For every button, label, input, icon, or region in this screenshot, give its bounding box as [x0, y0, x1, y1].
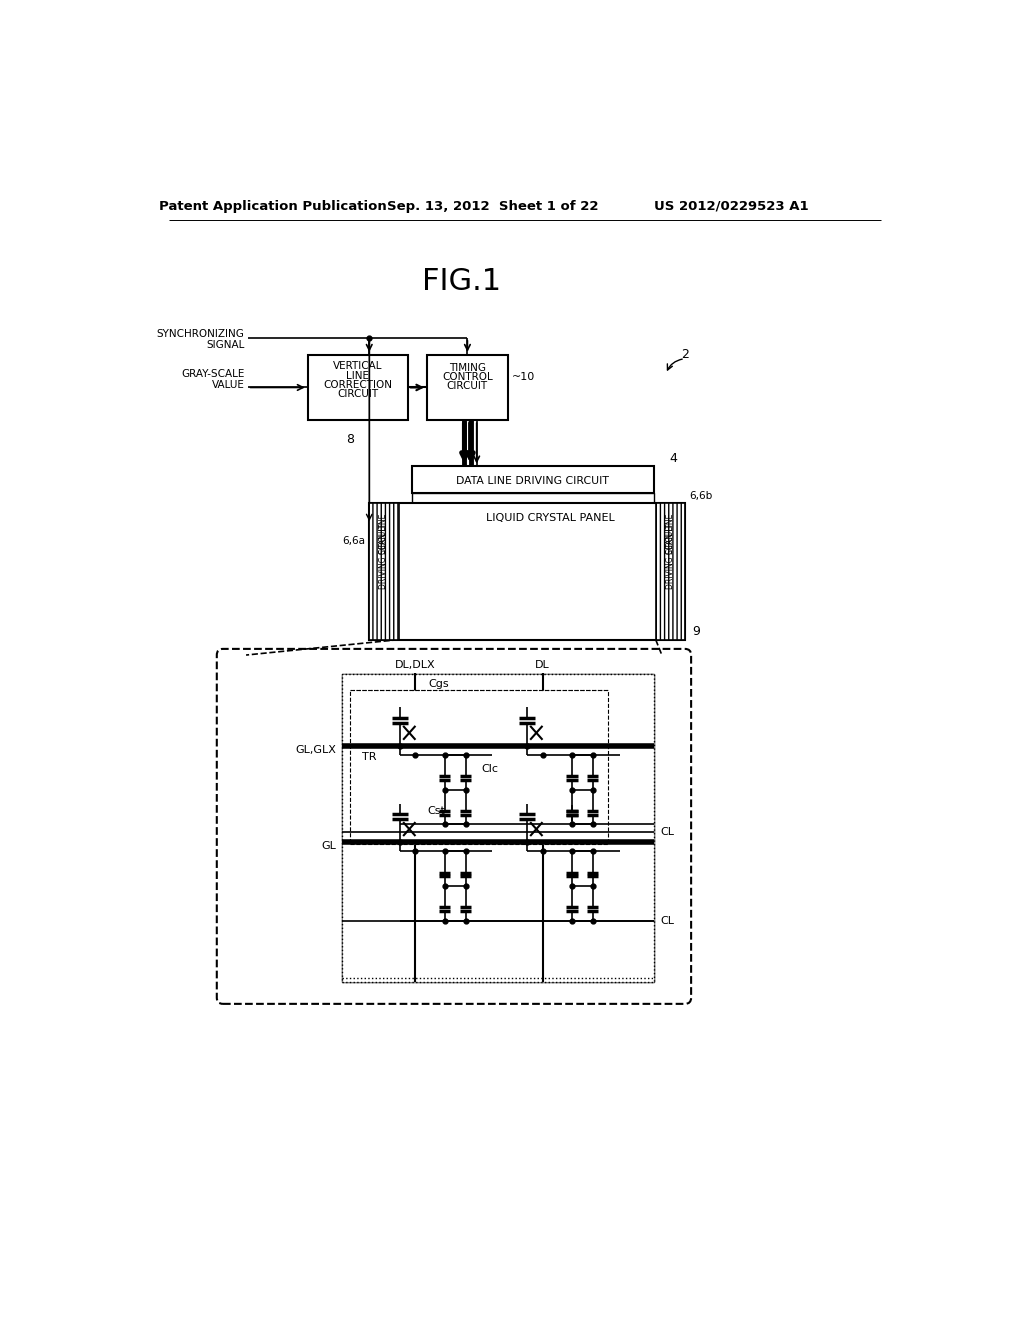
Text: Patent Application Publication: Patent Application Publication [159, 199, 387, 213]
Bar [655, 503, 685, 640]
Text: 8: 8 [346, 433, 354, 446]
Text: GL,GLX: GL,GLX [295, 744, 336, 755]
FancyBboxPatch shape [217, 649, 691, 1003]
Bar [370, 503, 398, 640]
Text: GL: GL [322, 841, 336, 851]
Text: LINE: LINE [346, 371, 370, 380]
Text: GRAY-SCALE: GRAY-SCALE [181, 370, 245, 379]
Text: ~10: ~10 [512, 372, 535, 381]
Text: Clc: Clc [481, 764, 498, 774]
Text: FIG.1: FIG.1 [422, 267, 501, 296]
Text: 9: 9 [692, 626, 700, 639]
Text: CIRCUIT: CIRCUIT [446, 381, 488, 391]
Text: TR: TR [362, 752, 377, 763]
Text: Cst: Cst [427, 807, 444, 816]
Bar [412, 466, 654, 494]
Text: 6,6a: 6,6a [342, 536, 366, 546]
Text: SCAN LINE: SCAN LINE [379, 513, 388, 553]
Text: DL,DLX: DL,DLX [395, 660, 436, 671]
Text: VALUE: VALUE [212, 380, 245, 389]
Text: 4: 4 [670, 453, 677, 465]
Text: US 2012/0229523 A1: US 2012/0229523 A1 [654, 199, 809, 213]
Text: LIQUID CRYSTAL PANEL: LIQUID CRYSTAL PANEL [485, 513, 614, 523]
Bar [350, 689, 608, 843]
Text: DATA LINE DRIVING CIRCUIT: DATA LINE DRIVING CIRCUIT [457, 475, 609, 486]
Bar [307, 355, 408, 420]
Text: CONTROL: CONTROL [442, 372, 493, 381]
Text: DRIVING CIRCUIT: DRIVING CIRCUIT [666, 524, 675, 589]
Text: CL: CL [660, 828, 675, 837]
Text: SIGNAL: SIGNAL [206, 339, 245, 350]
Text: CORRECTION: CORRECTION [324, 380, 392, 389]
Text: CL: CL [660, 916, 675, 925]
Text: Sep. 13, 2012  Sheet 1 of 22: Sep. 13, 2012 Sheet 1 of 22 [387, 199, 598, 213]
Text: DRIVING CIRCUIT: DRIVING CIRCUIT [379, 524, 388, 589]
Bar [342, 675, 654, 982]
Bar [427, 355, 508, 420]
Text: SYNCHRONIZING: SYNCHRONIZING [157, 329, 245, 339]
Text: DL: DL [536, 660, 550, 671]
Bar [412, 494, 654, 503]
Text: CIRCUIT: CIRCUIT [337, 389, 378, 399]
Text: 2: 2 [681, 348, 689, 362]
Text: 6,6b: 6,6b [689, 491, 712, 502]
Text: Cgs: Cgs [428, 680, 449, 689]
Bar [342, 675, 654, 982]
Text: TIMING: TIMING [449, 363, 486, 372]
Text: SCAN LINE: SCAN LINE [666, 513, 675, 553]
Bar [370, 503, 685, 640]
Bar [412, 494, 654, 503]
Text: VERTICAL: VERTICAL [333, 362, 382, 371]
